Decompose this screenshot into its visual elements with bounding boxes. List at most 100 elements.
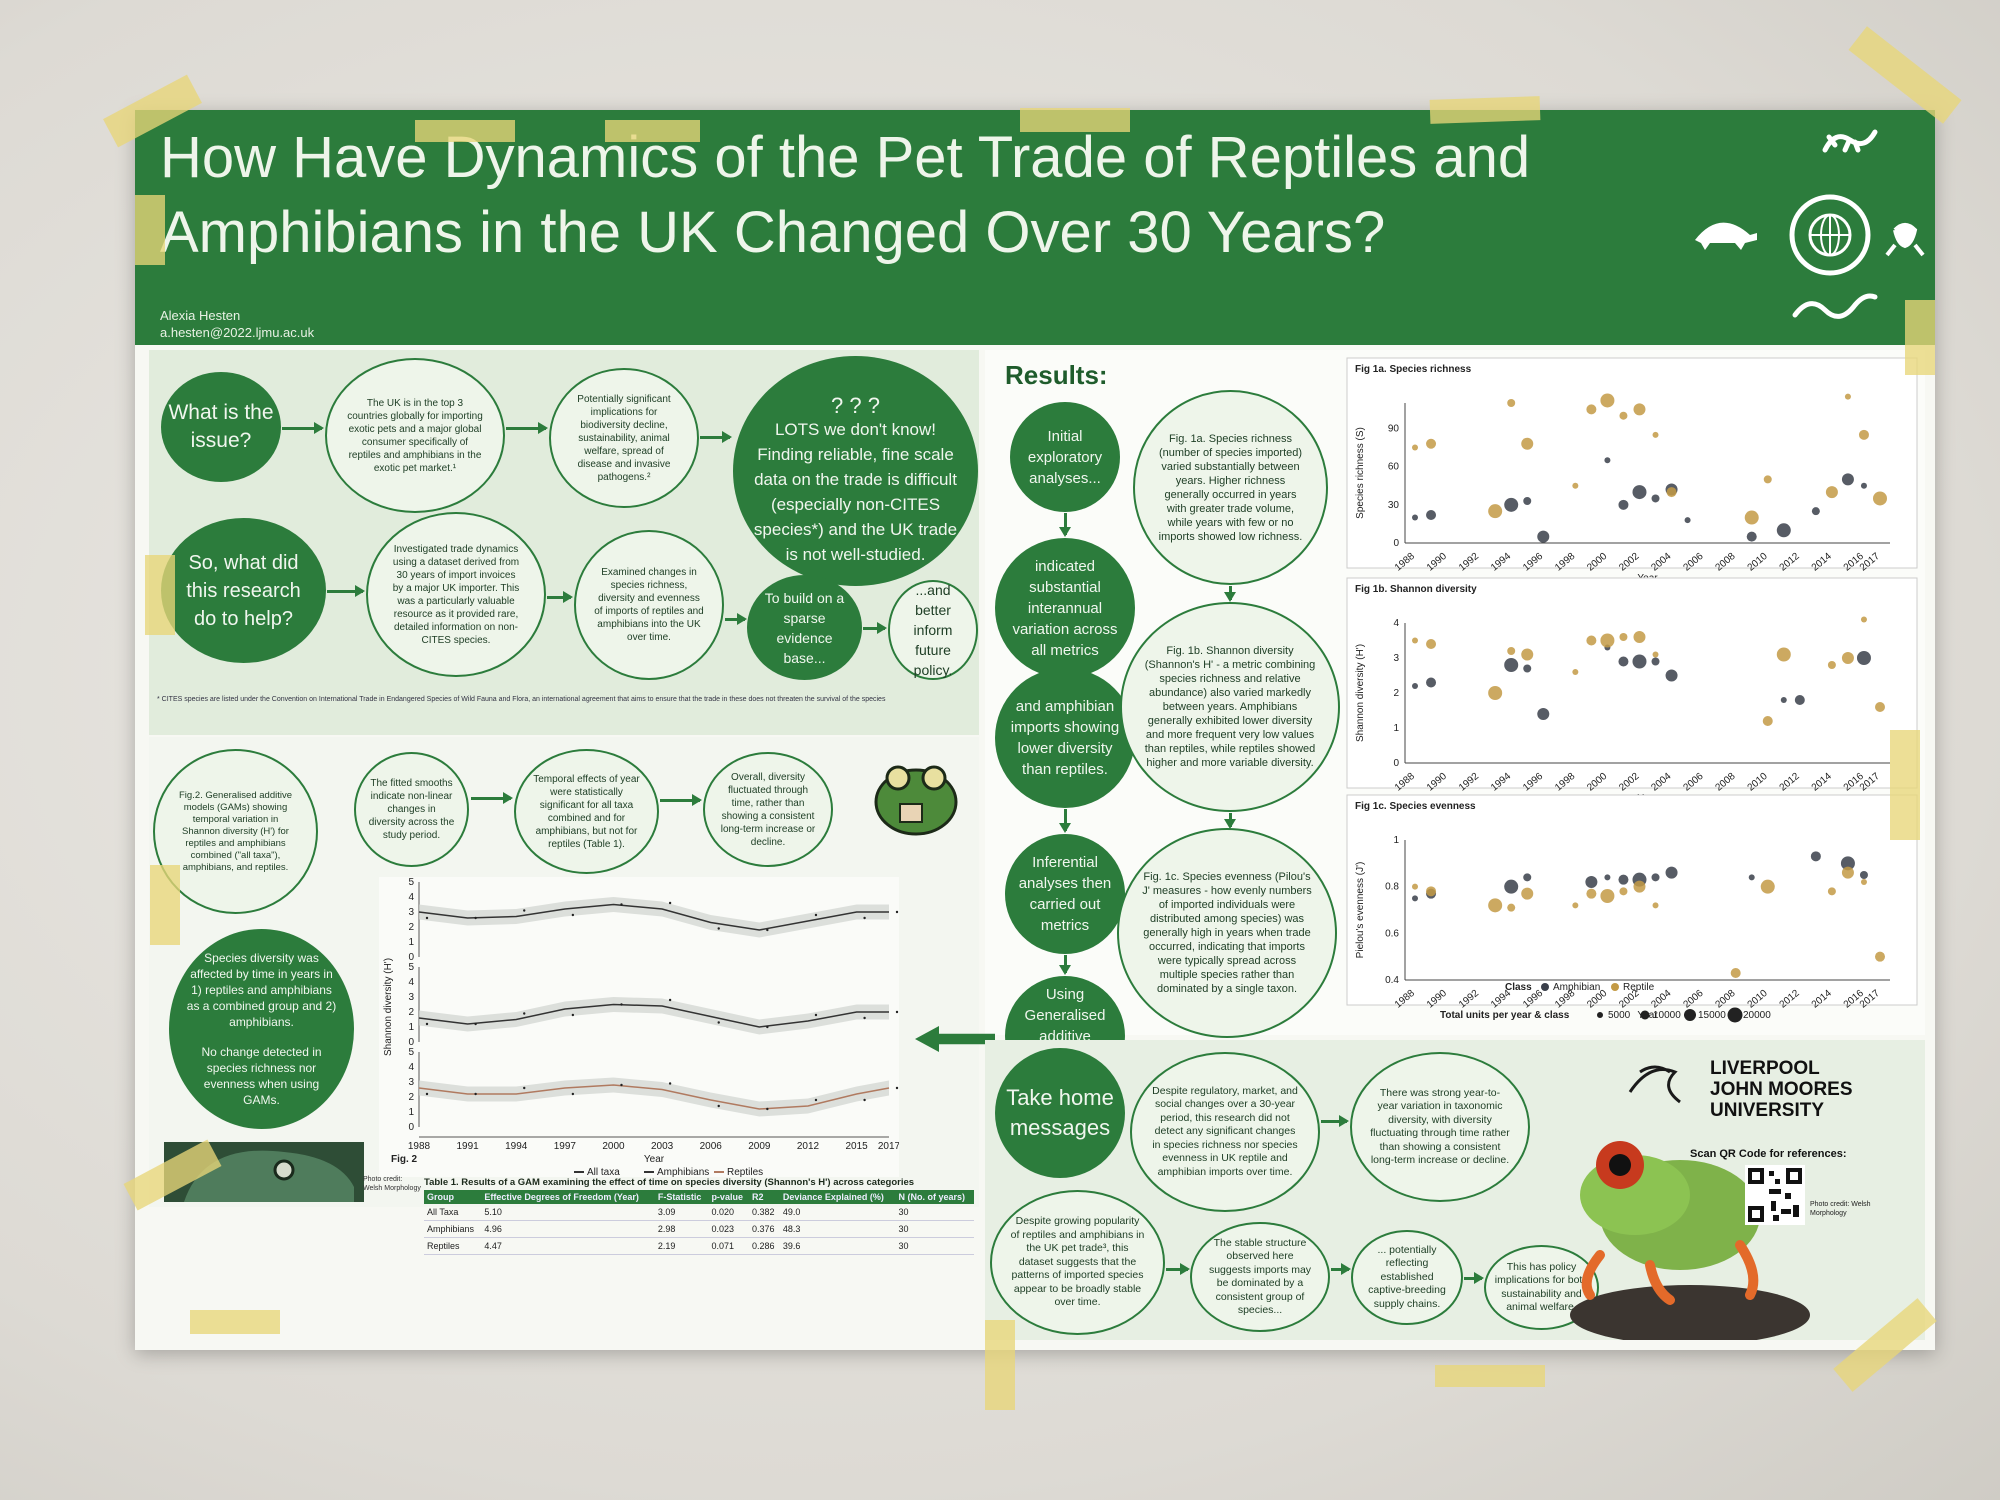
arrow	[471, 792, 513, 804]
arrow	[1224, 813, 1236, 829]
data-point	[1412, 637, 1418, 644]
takehome-heading: Take home messages	[995, 1048, 1125, 1178]
takehome-bubble-5: ... potentially reflecting established c…	[1351, 1230, 1463, 1325]
data-point	[766, 1025, 769, 1029]
data-point	[1412, 895, 1418, 902]
data-point	[1537, 530, 1550, 543]
data-point	[766, 928, 769, 932]
results-flow-2: indicated substantial interannual variat…	[995, 538, 1135, 678]
data-point	[1507, 647, 1516, 655]
data-point	[1811, 507, 1820, 516]
y-tick-label: 1	[1393, 723, 1399, 734]
legend-label: Reptile	[1623, 982, 1655, 993]
data-point	[1504, 497, 1519, 512]
data-point	[1840, 856, 1855, 871]
data-point	[1665, 669, 1678, 682]
x-tick-label: 2012	[797, 1141, 820, 1152]
unknowns-bubble: ? ? ? LOTS we don't know! Finding reliab…	[733, 356, 978, 586]
data-point	[814, 913, 818, 917]
ljmu-name: LIVERPOOL JOHN MOORES UNIVERSITY	[1710, 1058, 1853, 1121]
data-point	[1633, 631, 1646, 643]
data-point	[425, 1022, 429, 1026]
data-point	[1860, 616, 1867, 623]
y-tick-label: 3	[408, 992, 414, 1003]
x-tick-label: 2015	[845, 1141, 868, 1152]
issue-section: What is the issue? The UK is in the top …	[149, 350, 979, 735]
data-point	[1586, 404, 1597, 415]
lizard-icon	[1822, 129, 1878, 153]
arrow	[327, 585, 365, 597]
data-point	[620, 1003, 623, 1006]
y-tick-label: 1	[408, 1107, 414, 1118]
tape-strip	[1890, 730, 1920, 840]
data-point	[814, 1013, 818, 1017]
table-cell: 0.023	[708, 1220, 749, 1238]
x-tick-label: 1988	[408, 1141, 431, 1152]
gam-summary-1: Species diversity was affected by time i…	[186, 951, 337, 1029]
data-point	[571, 1013, 575, 1017]
data-point	[1585, 876, 1598, 888]
x-tick-label: 2009	[748, 1141, 771, 1152]
results-section: Results: Initial exploratory analyses...…	[915, 350, 1925, 1096]
data-point	[523, 1012, 526, 1015]
arrow	[1464, 1272, 1484, 1284]
legend-size-label: 10000	[1653, 1010, 1681, 1021]
data-point	[1794, 695, 1805, 705]
fig1-y-label: Species richness (S)	[1355, 427, 1366, 519]
ljmu-name-line3: UNIVERSITY	[1710, 1100, 1825, 1121]
data-point	[1412, 444, 1418, 451]
y-tick-label: 2	[408, 922, 414, 933]
tree-frog-photo	[1570, 1141, 1810, 1340]
results-flow-3: and amphibian imports showing lower dive…	[995, 668, 1135, 808]
turtle-icon	[1695, 222, 1757, 250]
table-cell: 4.47	[481, 1237, 655, 1255]
gam-smooth-line	[418, 1003, 889, 1028]
fig1-panel	[1346, 794, 1918, 1006]
takehome-bubble-4: The stable structure observed here sugge…	[1190, 1222, 1330, 1332]
table1-header: N (No. of years)	[895, 1190, 974, 1204]
y-tick-label: 0	[408, 1037, 414, 1048]
table-cell: 30	[895, 1204, 974, 1221]
fig1-panel-title: Fig 1c. Species evenness	[1355, 801, 1476, 812]
takehome-bubble-3: Despite growing popularity of reptiles a…	[990, 1190, 1165, 1335]
takehome-bubble-2: There was strong year-to-year variation …	[1350, 1052, 1530, 1202]
data-point	[1537, 708, 1550, 720]
table1-header-row: Group Effective Degrees of Freedom (Year…	[424, 1190, 974, 1204]
legend-size-label: 20000	[1743, 1010, 1771, 1021]
data-point	[717, 1104, 720, 1108]
frog-photo-credit: Photo credit: Welsh Morphology	[1810, 1201, 1871, 1217]
x-tick-label: 1997	[554, 1141, 577, 1152]
arrow	[700, 431, 732, 443]
takehome-bubble-1: Despite regulatory, market, and social c…	[1130, 1052, 1320, 1212]
tape-strip	[135, 195, 165, 265]
table-cell: Reptiles	[424, 1237, 482, 1255]
header-icons	[1695, 129, 1925, 319]
research-bubble-4: ...and better inform future policy.	[888, 580, 978, 680]
y-tick-label: 0	[1393, 758, 1399, 769]
y-tick-label: 5	[408, 877, 414, 888]
data-point	[1426, 639, 1437, 649]
tape-strip	[145, 555, 175, 635]
fig1-chart: Fig 1a. Species richness Species richness…	[1346, 357, 1918, 1023]
data-point	[1841, 652, 1854, 664]
data-point	[1776, 523, 1791, 538]
data-point	[1633, 403, 1646, 416]
y-tick-label: 4	[408, 1062, 414, 1073]
qr-code-icon[interactable]	[1745, 1165, 1805, 1225]
data-point	[1504, 879, 1519, 894]
data-point	[1780, 697, 1787, 703]
table-cell: 0.382	[748, 1204, 780, 1221]
data-point	[1632, 654, 1647, 669]
tape-strip	[605, 120, 700, 142]
data-point	[1860, 482, 1867, 489]
table-cell: 0.020	[708, 1204, 749, 1221]
data-point	[1523, 873, 1532, 882]
data-point	[1412, 683, 1418, 689]
data-point	[1604, 457, 1611, 464]
table-cell: 48.3	[779, 1220, 896, 1238]
y-tick-label: 90	[1388, 423, 1400, 434]
data-point	[474, 1022, 477, 1026]
table-cell: 30	[895, 1237, 974, 1255]
data-point	[1426, 886, 1437, 897]
